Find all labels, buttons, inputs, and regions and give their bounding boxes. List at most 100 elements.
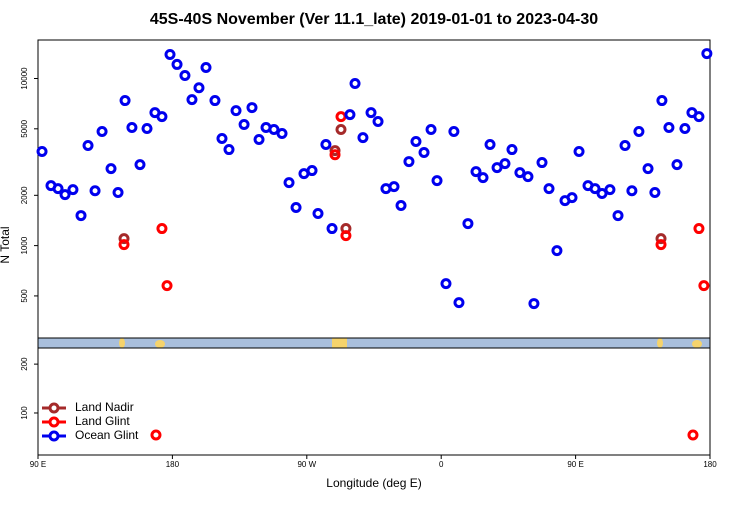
data-point bbox=[514, 167, 526, 179]
data-point bbox=[209, 95, 221, 107]
data-point bbox=[200, 61, 212, 73]
data-point bbox=[522, 171, 534, 183]
y-tick-label: 1000 bbox=[20, 236, 29, 254]
data-point bbox=[118, 233, 130, 245]
data-point bbox=[506, 144, 518, 156]
land-strip bbox=[119, 338, 125, 348]
data-point bbox=[656, 95, 668, 107]
data-point bbox=[470, 166, 482, 178]
data-point bbox=[357, 132, 369, 144]
data-point bbox=[491, 162, 503, 174]
land-strip bbox=[692, 340, 702, 348]
data-point bbox=[626, 185, 638, 197]
data-point bbox=[687, 429, 699, 441]
data-point bbox=[253, 133, 265, 145]
y-tick-label: 500 bbox=[20, 289, 29, 303]
legend-label: Ocean Glint bbox=[75, 428, 139, 442]
data-point bbox=[388, 181, 400, 193]
data-point bbox=[679, 123, 691, 135]
land-strip bbox=[155, 340, 165, 348]
data-point bbox=[596, 188, 608, 200]
data-point bbox=[573, 146, 585, 158]
map-strip bbox=[38, 338, 710, 348]
data-point bbox=[499, 158, 511, 170]
data-point bbox=[126, 121, 138, 133]
x-tick-label: 180 bbox=[166, 460, 180, 469]
ocean-strip bbox=[38, 338, 710, 348]
data-point bbox=[566, 192, 578, 204]
data-point bbox=[171, 58, 183, 70]
data-point bbox=[306, 165, 318, 177]
data-point bbox=[344, 109, 356, 121]
data-point bbox=[156, 111, 168, 123]
data-point bbox=[329, 149, 341, 161]
land-strip bbox=[657, 338, 663, 348]
data-point bbox=[134, 159, 146, 171]
legend-marker bbox=[48, 430, 60, 442]
data-point bbox=[335, 123, 347, 135]
data-point bbox=[179, 70, 191, 82]
data-point bbox=[89, 185, 101, 197]
data-point bbox=[52, 183, 64, 195]
data-point bbox=[141, 123, 153, 135]
data-point bbox=[340, 230, 352, 242]
data-point bbox=[551, 245, 563, 257]
y-tick-label: 100 bbox=[20, 406, 29, 420]
data-point bbox=[119, 95, 131, 107]
data-point bbox=[395, 200, 407, 212]
data-point bbox=[671, 159, 683, 171]
data-point bbox=[663, 121, 675, 133]
data-point bbox=[82, 139, 94, 151]
x-tick-label: 0 bbox=[439, 460, 444, 469]
data-point bbox=[484, 138, 496, 150]
data-point bbox=[112, 186, 124, 198]
data-point bbox=[238, 118, 250, 130]
land-strip bbox=[332, 338, 347, 348]
x-tick-label: 90 E bbox=[30, 460, 46, 469]
data-point bbox=[448, 125, 460, 137]
data-point bbox=[150, 429, 162, 441]
data-point bbox=[604, 184, 616, 196]
data-point bbox=[329, 145, 341, 157]
data-point bbox=[655, 239, 667, 251]
data-point bbox=[320, 138, 332, 150]
data-point bbox=[453, 297, 465, 309]
data-point bbox=[701, 48, 713, 60]
chart-title: 45S-40S November (Ver 11.1_late) 2019-01… bbox=[150, 11, 598, 28]
data-point bbox=[276, 127, 288, 139]
data-point bbox=[230, 105, 242, 117]
x-tick-label: 180 bbox=[703, 460, 717, 469]
y-tick-label: 5000 bbox=[20, 119, 29, 137]
data-point bbox=[698, 280, 710, 292]
y-tick-label: 2000 bbox=[20, 186, 29, 204]
data-point bbox=[410, 136, 422, 148]
data-point bbox=[633, 125, 645, 137]
data-point bbox=[543, 183, 555, 195]
data-point bbox=[36, 146, 48, 158]
legend-marker bbox=[48, 416, 60, 428]
data-point bbox=[462, 218, 474, 230]
data-point bbox=[75, 210, 87, 222]
x-tick-label: 90 W bbox=[297, 460, 316, 469]
y-tick-label: 10000 bbox=[20, 67, 29, 90]
data-point bbox=[290, 202, 302, 214]
data-point bbox=[612, 210, 624, 222]
data-point bbox=[105, 163, 117, 175]
data-point bbox=[268, 123, 280, 135]
data-point bbox=[440, 278, 452, 290]
legend-marker bbox=[48, 402, 60, 414]
data-point bbox=[536, 157, 548, 169]
legend-label: Land Nadir bbox=[75, 400, 134, 414]
data-point bbox=[186, 94, 198, 106]
data-point bbox=[216, 133, 228, 145]
y-axis-label: N Total bbox=[0, 226, 12, 263]
data-point bbox=[59, 189, 71, 201]
data-point bbox=[156, 223, 168, 235]
legend-label: Land Glint bbox=[75, 414, 130, 428]
data-point bbox=[693, 111, 705, 123]
plot-frame bbox=[37, 39, 711, 456]
data-point bbox=[649, 186, 661, 198]
data-point bbox=[246, 102, 258, 114]
data-point bbox=[372, 116, 384, 128]
